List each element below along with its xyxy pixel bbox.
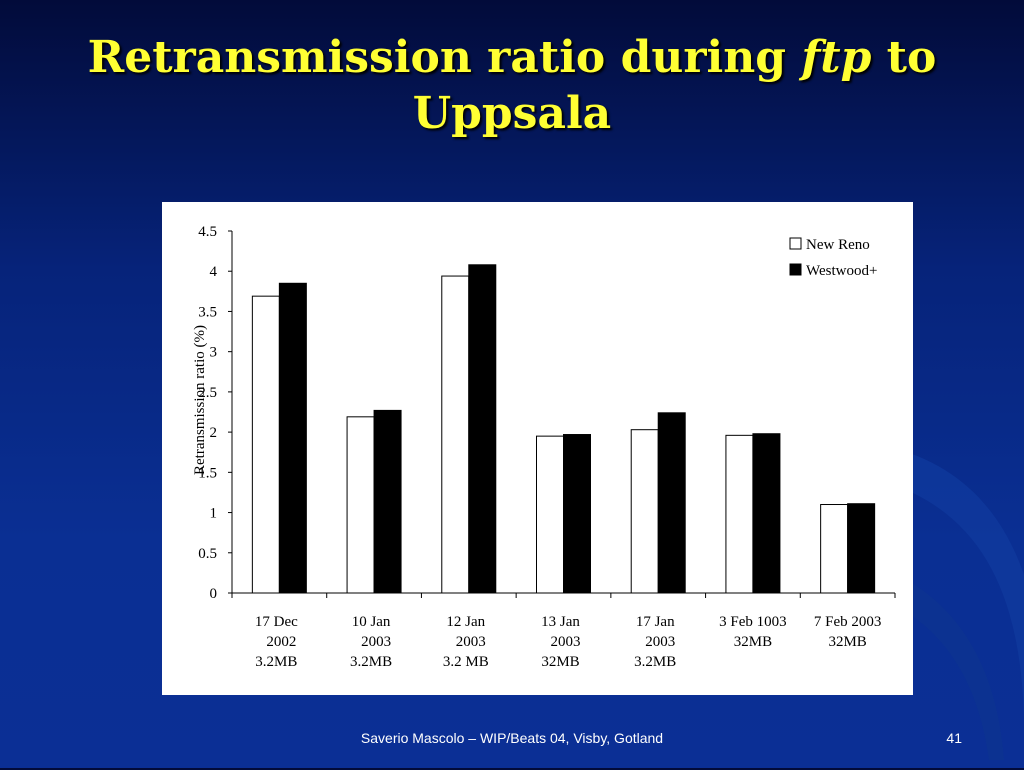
y-tick-label: 3.5	[198, 304, 217, 320]
bar-new-reno-5	[630, 429, 659, 594]
bar-westwood-1	[278, 282, 307, 594]
x-tick-label: 12 Jan 2003 3.2 MB	[443, 614, 489, 670]
legend-label: Westwood+	[806, 263, 877, 279]
chart-legend: New Reno Westwood+	[789, 237, 877, 279]
x-tick-label: 17 Dec 2002 3.2MB	[255, 614, 298, 670]
bar-westwood-6	[752, 433, 781, 594]
title-text-part1: Retransmission ratio during	[87, 32, 802, 83]
x-tick-label: 13 Jan 2003 32MB	[541, 614, 580, 670]
bar-westwood-5	[657, 412, 686, 594]
y-tick-label: 4	[210, 264, 218, 280]
bar-westwood-7	[847, 503, 876, 594]
y-tick-label: 2.5	[198, 385, 217, 401]
y-tick-label: 4.5	[198, 224, 217, 240]
y-axis-label: Retransmission ratio (%)	[192, 325, 208, 475]
page-number: 41	[946, 730, 962, 746]
bar-westwood-4	[563, 434, 591, 594]
y-tick-label: 0.5	[198, 546, 217, 562]
legend-swatch	[789, 263, 802, 276]
title-text-emphasis: ftp	[801, 32, 872, 83]
x-tick-label: 17 Jan 2003 3.2MB	[634, 614, 676, 670]
x-axis-labels: 17 Dec 2002 3.2MB 10 Jan 2003 3.2MB 12 Jan 2003…	[255, 614, 881, 670]
title-text-part2: to	[871, 32, 937, 83]
x-tick-label: 7 Feb 2003 32MB	[814, 614, 882, 650]
y-tick-label: 2	[210, 425, 218, 441]
chart-panel: 0 0.5 1 1.5 2 2.5 3 3.5 4 4.5 17 Dec 2002 3.2MB 10 J…	[162, 202, 913, 695]
y-tick-label: 0	[210, 586, 218, 602]
bar-new-reno-1	[251, 295, 280, 594]
y-tick-label: 1	[210, 506, 218, 522]
bar-chart: 0 0.5 1 1.5 2 2.5 3 3.5 4 4.5 17 Dec 2002 3.2MB 10 J…	[192, 224, 896, 670]
y-tick-label: 3	[210, 345, 218, 361]
y-tick-label: 1.5	[198, 465, 217, 481]
x-tick-label: 10 Jan 2003 3.2MB	[350, 614, 392, 670]
chart-axes: 0 0.5 1 1.5 2 2.5 3 3.5 4 4.5	[198, 224, 896, 602]
bar-westwood-3	[468, 264, 497, 594]
slide-footer: Saverio Mascolo – WIP/Beats 04, Visby, G…	[360, 730, 664, 746]
slide-title: Retransmission ratio during ftp to Uppsa…	[0, 30, 1024, 142]
title-text-line2: Uppsala	[412, 88, 612, 139]
x-tick-label: 3 Feb 1003 32MB	[719, 614, 787, 650]
bar-new-reno-7	[820, 504, 849, 594]
bar-new-reno-2	[346, 416, 375, 594]
chart-bars	[251, 264, 876, 594]
bar-westwood-2	[373, 409, 402, 594]
bar-new-reno-6	[725, 434, 754, 594]
legend-label: New Reno	[806, 237, 870, 253]
bar-new-reno-4	[536, 435, 564, 594]
legend-swatch	[789, 237, 802, 250]
bar-new-reno-3	[441, 275, 470, 594]
